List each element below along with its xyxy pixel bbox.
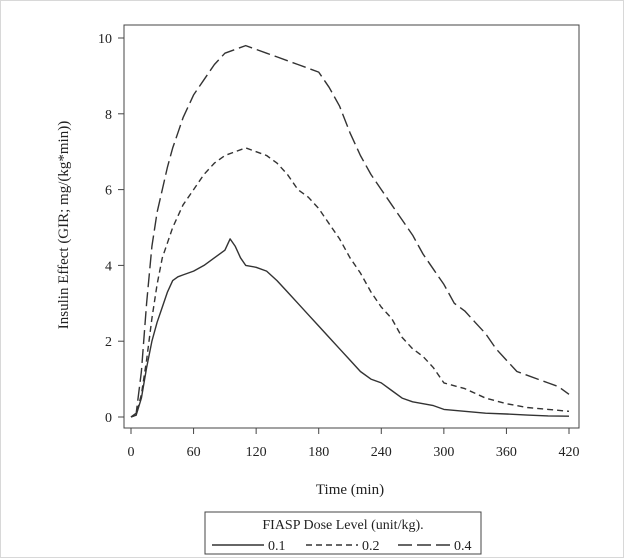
- y-tick-label: 4: [105, 259, 112, 274]
- legend-label: 0.1: [268, 539, 286, 554]
- series-line-0-4: [130, 44, 570, 418]
- y-tick-label: 0: [105, 411, 112, 426]
- x-axis: 0 60 120 180 240 300 360 420: [128, 428, 580, 460]
- x-tick-label: 420: [559, 445, 580, 460]
- x-axis-label: Time (min): [316, 482, 384, 498]
- x-tick-label: 360: [496, 445, 517, 460]
- x-tick-label: 240: [371, 445, 392, 460]
- y-tick-label: 8: [105, 108, 112, 123]
- y-tick-label: 2: [105, 335, 112, 350]
- legend-title: FIASP Dose Level (unit/kg).: [262, 518, 423, 533]
- x-tick-label: 0: [128, 445, 135, 460]
- plot-area: [123, 24, 580, 429]
- x-tick-label: 120: [246, 445, 267, 460]
- legend-box: [204, 511, 482, 555]
- y-tick-label: 10: [98, 32, 112, 47]
- series-line-0-2: [130, 147, 570, 418]
- y-axis: 0 2 4 6 8 10: [98, 32, 124, 426]
- x-tick-label: 300: [433, 445, 454, 460]
- y-axis-label: Insulin Effect (GIR; mg/(kg*min)): [56, 121, 72, 329]
- series-lines: [130, 44, 570, 418]
- legend-label: 0.2: [362, 539, 380, 554]
- legend: FIASP Dose Level (unit/kg). 0.1 0.2 0.4: [204, 511, 482, 555]
- x-tick-label: 180: [308, 445, 329, 460]
- y-tick-label: 6: [105, 184, 112, 199]
- legend-items: 0.1 0.2 0.4: [212, 539, 472, 554]
- series-line-0-1: [130, 238, 570, 418]
- legend-label: 0.4: [454, 539, 472, 554]
- x-tick-label: 60: [187, 445, 201, 460]
